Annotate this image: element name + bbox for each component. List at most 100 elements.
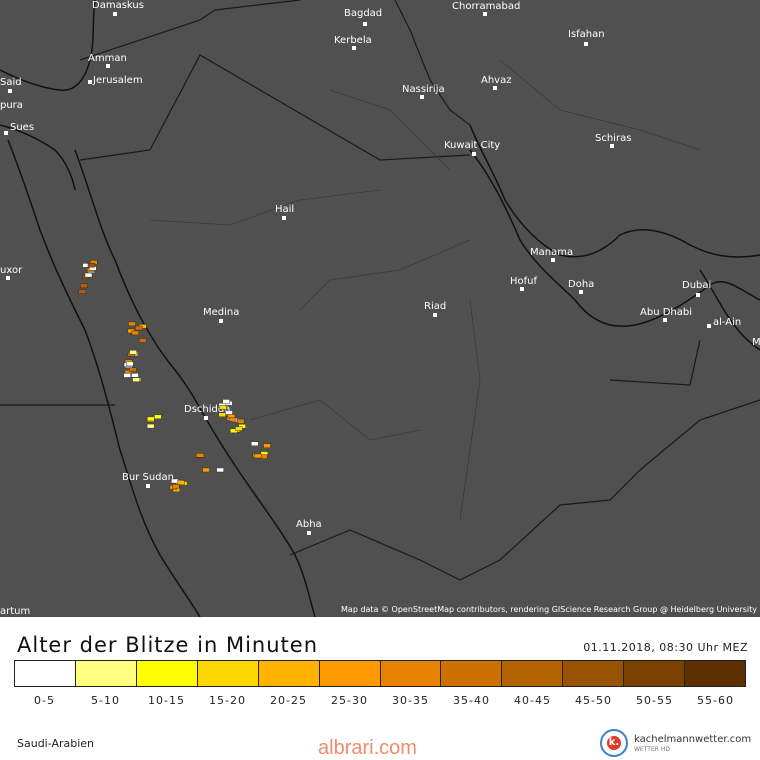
city-damaskus[interactable]: Damaskus [92, 0, 144, 16]
city-doha[interactable]: Doha [568, 279, 594, 294]
brand-name: kachelmannwetter.com [634, 734, 752, 745]
city-m[interactable]: M [752, 337, 760, 348]
scale-swatch [624, 661, 686, 686]
scale-label: 25-30 [331, 694, 368, 707]
city-marker [8, 89, 12, 93]
lightning-strike [263, 443, 271, 448]
city-bagdad[interactable]: Bagdad [344, 8, 382, 26]
city-label: Amman [88, 53, 127, 64]
city-label: Dschidda [184, 404, 230, 415]
scale-swatch [15, 661, 76, 686]
scale-swatch [502, 661, 564, 686]
province-line-2 [299, 239, 471, 311]
scale-swatch [258, 661, 320, 686]
scale-swatch [319, 661, 381, 686]
city-abu-dhabi[interactable]: Abu Dhabi [640, 307, 692, 322]
city-label: artum [0, 606, 30, 617]
city-label: Jerusalem [92, 75, 143, 86]
city-label: Bagdad [344, 8, 382, 19]
city-marker [493, 86, 497, 90]
city-hail[interactable]: Hail [275, 204, 294, 220]
city-marker [6, 276, 10, 280]
city-label: Dubai [682, 280, 711, 291]
brand-logo-icon: k. [600, 729, 628, 757]
mediterranean-coast [0, 0, 96, 91]
scale-swatch [563, 661, 625, 686]
scale-swatch [685, 661, 746, 686]
brand-subtitle: WETTER HD [634, 746, 670, 753]
lightning-strike [138, 338, 147, 343]
city-marker [88, 80, 92, 84]
sinai-coast [0, 124, 76, 191]
region-label: Saudi-Arabien [17, 737, 95, 750]
city-marker [610, 144, 614, 148]
lightning-strike [154, 414, 162, 420]
city-marker [551, 258, 555, 262]
legend-title: Alter der Blitze in Minuten [17, 633, 319, 657]
city-sues[interactable]: Sues [4, 122, 34, 135]
map-canvas[interactable]: Damaskus Bagdad Chorramabad Kerbela Isfa… [0, 0, 760, 617]
city-bur-sudan[interactable]: Bur Sudan [122, 472, 174, 488]
city-pura[interactable]: pura [0, 100, 23, 111]
city-label: Hofuf [510, 276, 537, 287]
city-nassirija[interactable]: Nassirija [402, 84, 445, 99]
borders [0, 0, 760, 581]
city-marker [579, 290, 583, 294]
scale-label: 15-20 [209, 694, 246, 707]
city-abha[interactable]: Abha [296, 519, 322, 535]
city-dschidda[interactable]: Dschidda [184, 404, 230, 420]
city-kuwait-city[interactable]: Kuwait City [444, 140, 500, 156]
lightning-strike [129, 367, 137, 372]
watermark: albrari.com [318, 737, 417, 759]
lightning-strike [128, 321, 136, 327]
city-schiras[interactable]: Schiras [595, 133, 631, 148]
scale-label: 55-60 [697, 694, 734, 707]
city-amman[interactable]: Amman [88, 53, 127, 68]
city-uxor[interactable]: uxor [0, 265, 23, 280]
city-al-ain[interactable]: al-Ain [707, 317, 741, 328]
city-label: Said [0, 77, 22, 88]
map-svg: Damaskus Bagdad Chorramabad Kerbela Isfa… [0, 0, 760, 617]
city-kerbela[interactable]: Kerbela [334, 35, 372, 50]
city-marker [696, 293, 700, 297]
city-marker [106, 64, 110, 68]
city-riad[interactable]: Riad [424, 301, 446, 317]
city-label: Sues [10, 122, 34, 133]
city-label: Nassirija [402, 84, 445, 95]
city-label: Hail [275, 204, 294, 215]
scale-label: 5-10 [91, 694, 120, 707]
lightning-strike [225, 410, 233, 415]
city-label: Doha [568, 279, 594, 290]
city-marker [472, 152, 476, 156]
lightning-strike [218, 412, 226, 417]
border-iran-iraq [394, 0, 471, 126]
city-said[interactable]: Said [0, 77, 22, 93]
lightning-strike [132, 377, 140, 382]
cities-layer: Damaskus Bagdad Chorramabad Kerbela Isfa… [0, 0, 760, 617]
scale-swatch [197, 661, 259, 686]
city-medina[interactable]: Medina [203, 307, 239, 323]
city-label: Kuwait City [444, 140, 500, 151]
scale-label: 35-40 [453, 694, 490, 707]
legend-datetime: 01.11.2018, 08:30 Uhr MEZ [583, 641, 748, 654]
brand[interactable]: k. kachelmannwetter.com WETTER HD [600, 729, 752, 759]
lightning-strikes [78, 260, 271, 492]
city-manama[interactable]: Manama [530, 247, 573, 262]
scale-label: 45-50 [575, 694, 612, 707]
city-label: uxor [0, 265, 23, 276]
city-dubai[interactable]: Dubai [682, 280, 711, 297]
city-artum[interactable]: artum [0, 606, 30, 617]
city-label: al-Ain [713, 317, 741, 328]
city-chorramabad[interactable]: Chorramabad [452, 1, 520, 16]
city-ahvaz[interactable]: Ahvaz [481, 75, 511, 90]
province-line-6 [459, 299, 481, 521]
city-label: Kerbela [334, 35, 372, 46]
city-jerusalem[interactable]: Jerusalem [88, 75, 143, 86]
city-label: Manama [530, 247, 573, 258]
city-hofuf[interactable]: Hofuf [510, 276, 537, 291]
city-label: M [752, 337, 760, 348]
city-marker [363, 22, 367, 26]
city-isfahan[interactable]: Isfahan [568, 29, 605, 46]
city-label: Chorramabad [452, 1, 520, 12]
city-marker [219, 319, 223, 323]
